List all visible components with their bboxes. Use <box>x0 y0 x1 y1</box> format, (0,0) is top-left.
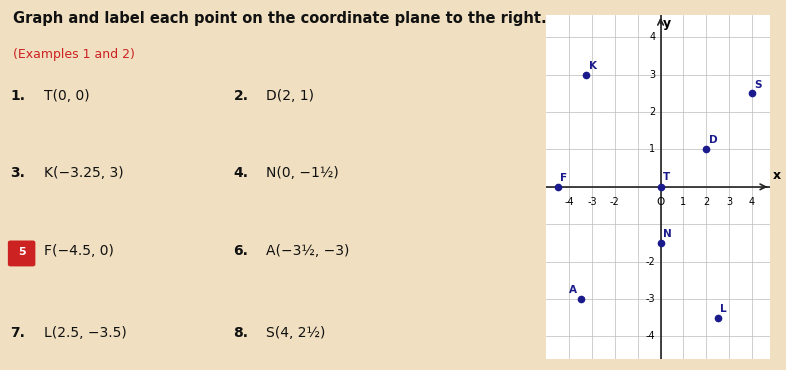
Text: 4: 4 <box>649 32 656 42</box>
Text: Graph and label each point on the coordinate plane to the right.: Graph and label each point on the coordi… <box>13 11 547 26</box>
Text: N⁠(0, −1½): N⁠(0, −1½) <box>266 166 340 181</box>
Text: K: K <box>589 61 597 71</box>
Text: y: y <box>663 17 671 30</box>
Text: 1.: 1. <box>11 89 26 103</box>
Text: A: A <box>569 285 577 295</box>
Text: N: N <box>663 229 672 239</box>
Text: 3: 3 <box>726 197 733 207</box>
Text: -4: -4 <box>646 332 656 342</box>
Text: 7.: 7. <box>11 326 25 340</box>
Text: -3: -3 <box>646 294 656 304</box>
Text: A⁠(−3½, −3): A⁠(−3½, −3) <box>266 244 350 258</box>
Text: 5: 5 <box>18 247 25 258</box>
Text: 4: 4 <box>749 197 755 207</box>
Text: S: S <box>755 80 762 90</box>
Text: 2.: 2. <box>233 89 248 103</box>
Text: S⁠(4, 2½): S⁠(4, 2½) <box>266 326 326 340</box>
Text: K(−3.25, 3): K(−3.25, 3) <box>44 166 123 181</box>
Text: -2: -2 <box>610 197 619 207</box>
FancyBboxPatch shape <box>8 240 35 266</box>
Text: -4: -4 <box>564 197 574 207</box>
Text: 6.: 6. <box>233 244 248 258</box>
Text: F(−4.5, 0): F(−4.5, 0) <box>44 244 113 258</box>
Text: O: O <box>656 197 665 207</box>
Text: (Examples 1 and 2): (Examples 1 and 2) <box>13 48 135 61</box>
Text: 8.: 8. <box>233 326 248 340</box>
Text: 2: 2 <box>649 107 656 117</box>
Text: F: F <box>560 173 567 183</box>
Text: L: L <box>721 304 727 314</box>
Text: D: D <box>709 135 718 145</box>
Text: 3: 3 <box>649 70 656 80</box>
Text: x: x <box>773 169 780 182</box>
Text: T(0, 0): T(0, 0) <box>44 89 90 103</box>
Text: T: T <box>663 172 670 182</box>
Text: D(2, 1): D(2, 1) <box>266 89 314 103</box>
Text: 1: 1 <box>681 197 686 207</box>
Text: L(2.5, −3.5): L(2.5, −3.5) <box>44 326 127 340</box>
Text: -2: -2 <box>646 257 656 267</box>
Text: -3: -3 <box>587 197 597 207</box>
Text: 3.: 3. <box>11 166 25 181</box>
Text: 4.: 4. <box>233 166 248 181</box>
Text: 2: 2 <box>703 197 710 207</box>
Text: 1: 1 <box>649 144 656 154</box>
